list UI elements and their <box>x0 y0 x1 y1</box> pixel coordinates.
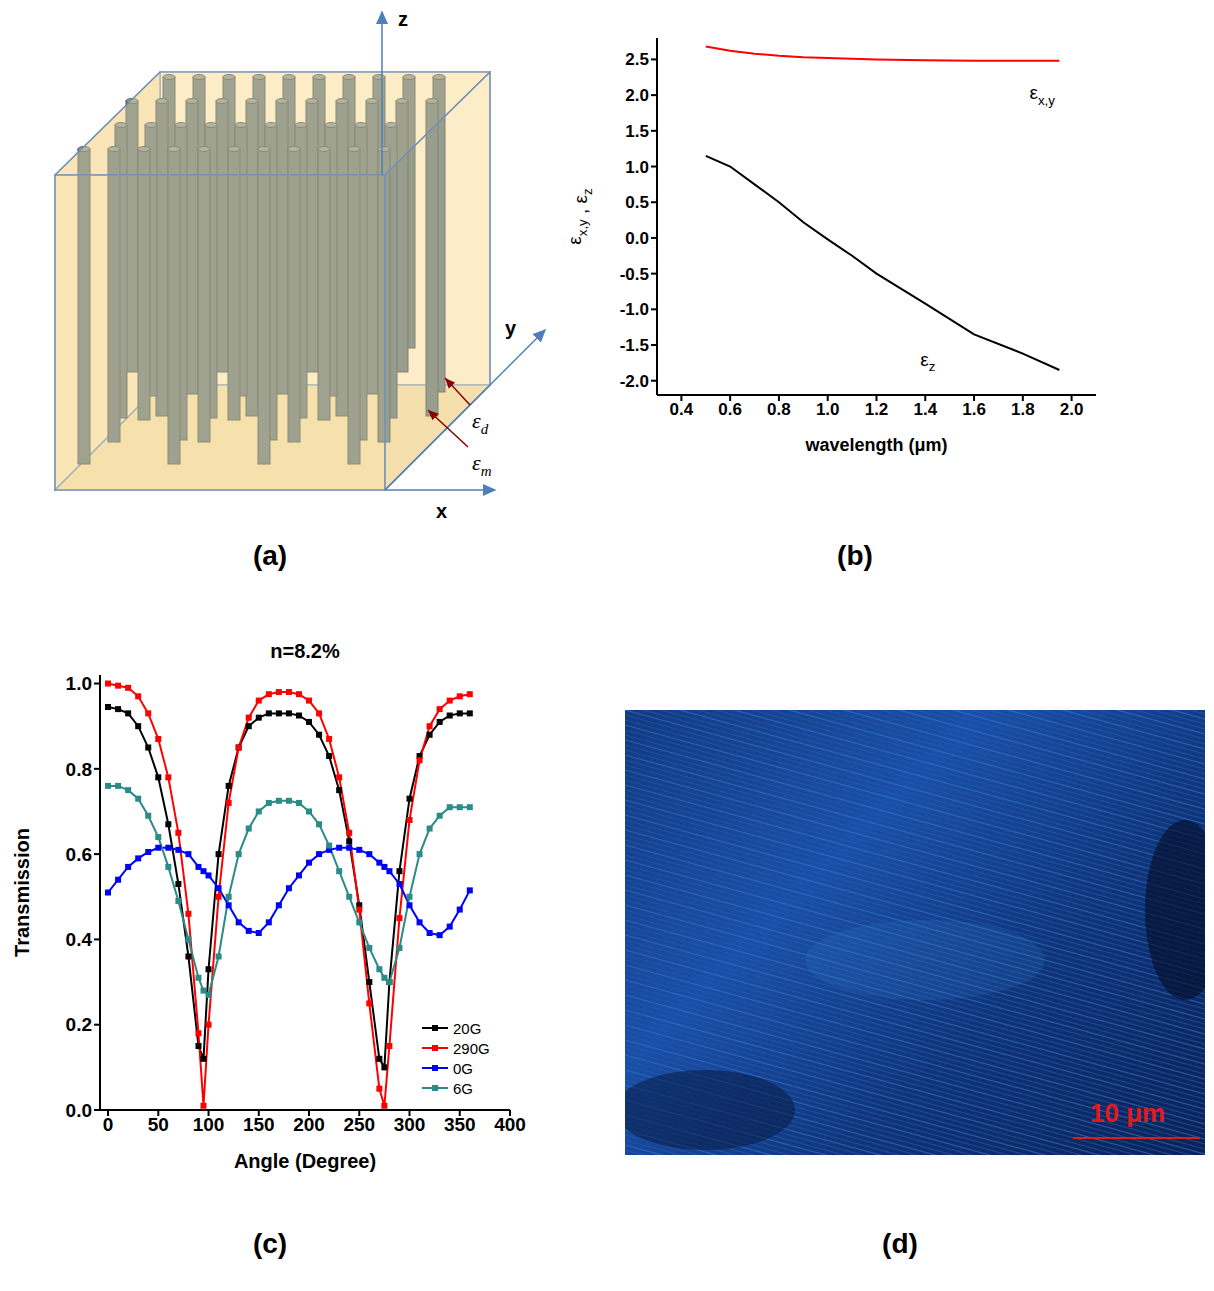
svg-text:0.6: 0.6 <box>66 844 92 865</box>
svg-text:Transmission: Transmission <box>11 828 33 957</box>
svg-text:2.0: 2.0 <box>1060 400 1084 419</box>
svg-text:x: x <box>436 500 447 522</box>
svg-text:150: 150 <box>243 1114 275 1135</box>
svg-text:400: 400 <box>494 1114 526 1135</box>
html-text:(b): (b) <box>837 540 873 571</box>
svg-text:1.6: 1.6 <box>962 400 986 419</box>
svg-text:εx,y , εz: εx,y , εz <box>564 188 595 244</box>
html-text:(a): (a) <box>252 540 288 571</box>
svg-text:1.0: 1.0 <box>816 400 840 419</box>
svg-text:0.8: 0.8 <box>66 759 92 780</box>
svg-text:0.4: 0.4 <box>66 929 93 950</box>
svg-text:0.5: 0.5 <box>625 193 649 212</box>
svg-text:1.8: 1.8 <box>1011 400 1035 419</box>
svg-text:Angle (Degree): Angle (Degree) <box>234 1150 376 1172</box>
svg-text:z: z <box>398 8 408 30</box>
svg-text:εd: εd <box>472 408 489 437</box>
html-text:n=8.2%: n=8.2% <box>270 640 340 662</box>
svg-text:1.4: 1.4 <box>913 400 937 419</box>
svg-text:-0.5: -0.5 <box>620 265 649 284</box>
svg-text:1.0: 1.0 <box>625 158 649 177</box>
svg-text:350: 350 <box>444 1114 476 1135</box>
svg-text:wavelength (μm): wavelength (μm) <box>804 435 947 455</box>
svg-text:εz: εz <box>920 349 935 375</box>
html-text:6G: 6G <box>453 1079 473 1097</box>
svg-text:-1.0: -1.0 <box>620 300 649 319</box>
svg-text:50: 50 <box>148 1114 169 1135</box>
svg-text:-2.0: -2.0 <box>620 372 649 391</box>
svg-text:200: 200 <box>293 1114 325 1135</box>
html-text:290G: 290G <box>453 1039 490 1057</box>
svg-text:εx,y: εx,y <box>1029 82 1055 108</box>
svg-text:250: 250 <box>343 1114 375 1135</box>
svg-text:1.2: 1.2 <box>865 400 889 419</box>
svg-text:0.2: 0.2 <box>66 1014 92 1035</box>
svg-text:1.0: 1.0 <box>66 673 92 694</box>
svg-text:0.6: 0.6 <box>718 400 742 419</box>
svg-text:0.8: 0.8 <box>767 400 791 419</box>
html-text:0G: 0G <box>453 1059 473 1077</box>
svg-text:-1.5: -1.5 <box>620 336 649 355</box>
svg-text:0.4: 0.4 <box>670 400 694 419</box>
html-text:(c): (c) <box>252 1228 288 1259</box>
svg-text:0: 0 <box>103 1114 114 1135</box>
svg-text:0.0: 0.0 <box>625 229 649 248</box>
svg-text:y: y <box>505 317 517 339</box>
svg-text:2.0: 2.0 <box>625 86 649 105</box>
svg-text:2.5: 2.5 <box>625 50 649 69</box>
html-text:(d): (d) <box>882 1228 918 1259</box>
svg-text:100: 100 <box>193 1114 225 1135</box>
svg-text:300: 300 <box>394 1114 426 1135</box>
svg-text:εm: εm <box>472 450 492 479</box>
svg-text:0.0: 0.0 <box>66 1100 92 1121</box>
svg-text:1.5: 1.5 <box>625 122 649 141</box>
html-text:10 μm: 10 μm <box>1090 1098 1166 1128</box>
html-text:20G: 20G <box>453 1019 482 1037</box>
